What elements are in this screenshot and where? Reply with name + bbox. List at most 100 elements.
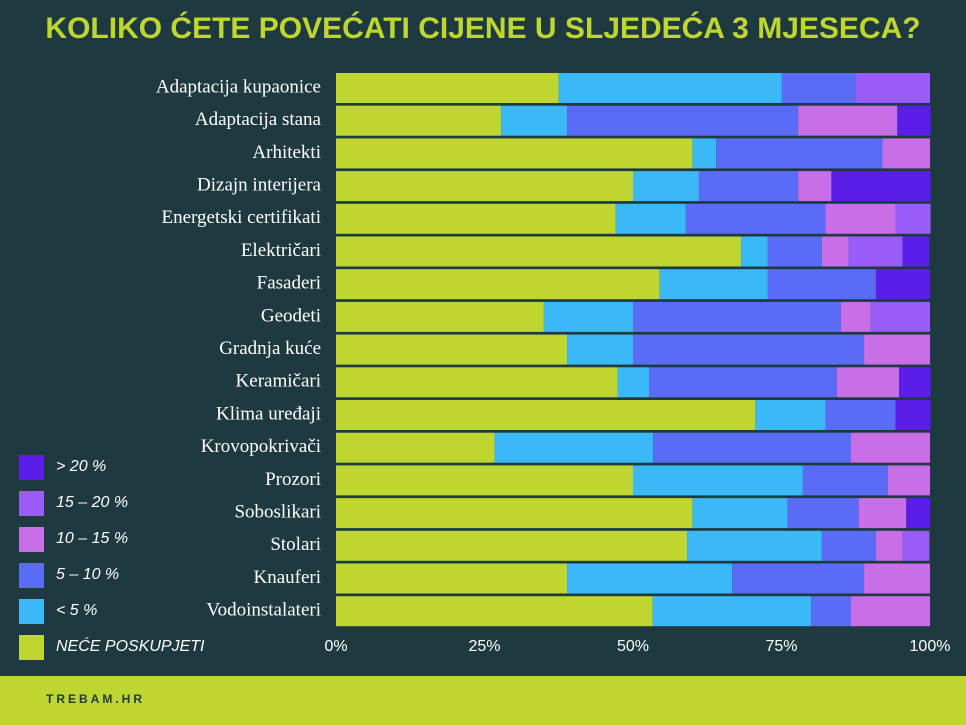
bar-segment: [895, 400, 931, 430]
category-label: Krovopokrivači: [201, 436, 321, 457]
bar-segment: [855, 73, 930, 103]
bar-segment: [649, 367, 837, 398]
bar-segment: [685, 203, 826, 234]
bar-segment: [543, 301, 633, 332]
bar-segment: [798, 105, 898, 136]
chart-title: KOLIKO ĆETE POVEĆATI CIJENE U SLJEDEĆA 3…: [45, 11, 920, 45]
bar-segment: [767, 236, 822, 267]
bar-segment: [336, 400, 756, 430]
bar-segment: [336, 269, 660, 300]
legend-label: < 5 %: [56, 602, 97, 619]
bar-segment: [798, 171, 832, 202]
bar-segment: [875, 530, 903, 561]
bar-segment: [848, 236, 903, 267]
legend-swatch: [19, 455, 44, 480]
category-label: Dizajn interijera: [197, 174, 322, 195]
bar-segment: [858, 498, 907, 529]
bar-segment: [633, 465, 803, 496]
bar-segment: [864, 563, 930, 594]
bar-segment: [567, 105, 799, 136]
bar-segment: [567, 334, 633, 365]
bar-segment: [755, 400, 826, 430]
bar-segment: [336, 367, 618, 398]
legend-label: 5 – 10 %: [56, 566, 119, 583]
bar-segment: [895, 203, 931, 234]
bar-segment: [882, 138, 930, 169]
bar-segment: [825, 400, 896, 430]
bar-segment: [633, 301, 841, 332]
legend-swatch: [19, 599, 44, 624]
footer-bar: [0, 676, 966, 725]
bar-segment: [336, 596, 653, 627]
bar-segment: [336, 138, 693, 169]
category-label: Prozori: [265, 469, 321, 490]
x-tick-label: 100%: [910, 638, 951, 655]
bar-segment: [802, 465, 888, 496]
bar-segment: [336, 171, 633, 202]
bar-segment: [336, 203, 616, 234]
x-tick-label: 0%: [324, 638, 347, 655]
legend-swatch: [19, 563, 44, 588]
bar-segment: [617, 367, 650, 398]
bar-segment: [336, 465, 633, 496]
bar-segment: [633, 171, 699, 202]
bar-segment: [336, 530, 688, 561]
bar-segment: [840, 301, 871, 332]
bar-segment: [692, 498, 788, 529]
bar-segment: [716, 138, 883, 169]
bar-segment: [615, 203, 686, 234]
bar-segment: [336, 498, 693, 529]
bar-segment: [767, 269, 876, 300]
legend-swatch: [19, 635, 44, 660]
legend-label: > 20 %: [56, 458, 106, 475]
bar-segment: [787, 498, 859, 529]
category-label: Arhitekti: [252, 142, 321, 163]
bar-segment: [821, 530, 876, 561]
bar-segment: [864, 334, 930, 365]
x-tick-label: 75%: [765, 638, 797, 655]
category-label: Stolari: [270, 534, 321, 555]
legend-swatch: [19, 527, 44, 552]
bar-segment: [633, 334, 865, 365]
bar-segment: [741, 236, 768, 267]
bar-segment: [825, 203, 896, 234]
bar-segment: [687, 530, 822, 561]
legend-label: 10 – 15 %: [56, 530, 128, 547]
bar-segment: [336, 73, 559, 103]
bar-segment: [850, 432, 930, 463]
bar-segment: [692, 138, 717, 169]
footer-text: TREBAM.HR: [46, 692, 145, 706]
x-tick-label: 25%: [468, 638, 500, 655]
bar-segment: [732, 563, 865, 594]
category-label: Vodoinstalateri: [206, 600, 321, 621]
bar-segment: [558, 73, 782, 103]
bar-segment: [336, 432, 495, 463]
legend-swatch: [19, 491, 44, 516]
x-tick-label: 50%: [617, 638, 649, 655]
category-label: Adaptacija stana: [195, 109, 322, 130]
bar-segment: [811, 596, 851, 627]
bar-segment: [336, 105, 502, 136]
category-label: Keramičari: [236, 371, 321, 392]
bar-segment: [659, 269, 768, 300]
bar-segment: [336, 563, 568, 594]
category-label: Geodeti: [261, 305, 321, 326]
bar-segment: [897, 105, 931, 136]
bar-segment: [698, 171, 799, 202]
bar-segment: [501, 105, 568, 136]
category-label: Električari: [241, 240, 321, 261]
bar-segment: [494, 432, 654, 463]
legend-label: NEĆE POSKUPJETI: [56, 636, 205, 655]
bar-segment: [821, 236, 849, 267]
bar-segment: [899, 367, 931, 398]
bar-segment: [336, 334, 568, 365]
bar-segment: [336, 301, 544, 332]
bar-segment: [836, 367, 900, 398]
bar-segment: [781, 73, 856, 103]
bar-segment: [887, 465, 930, 496]
legend-label: 15 – 20 %: [56, 494, 128, 511]
category-label: Fasaderi: [257, 273, 321, 294]
category-label: Energetski certifikati: [161, 207, 321, 228]
bar-segment: [850, 596, 930, 627]
category-label: Gradnja kuće: [219, 338, 321, 359]
